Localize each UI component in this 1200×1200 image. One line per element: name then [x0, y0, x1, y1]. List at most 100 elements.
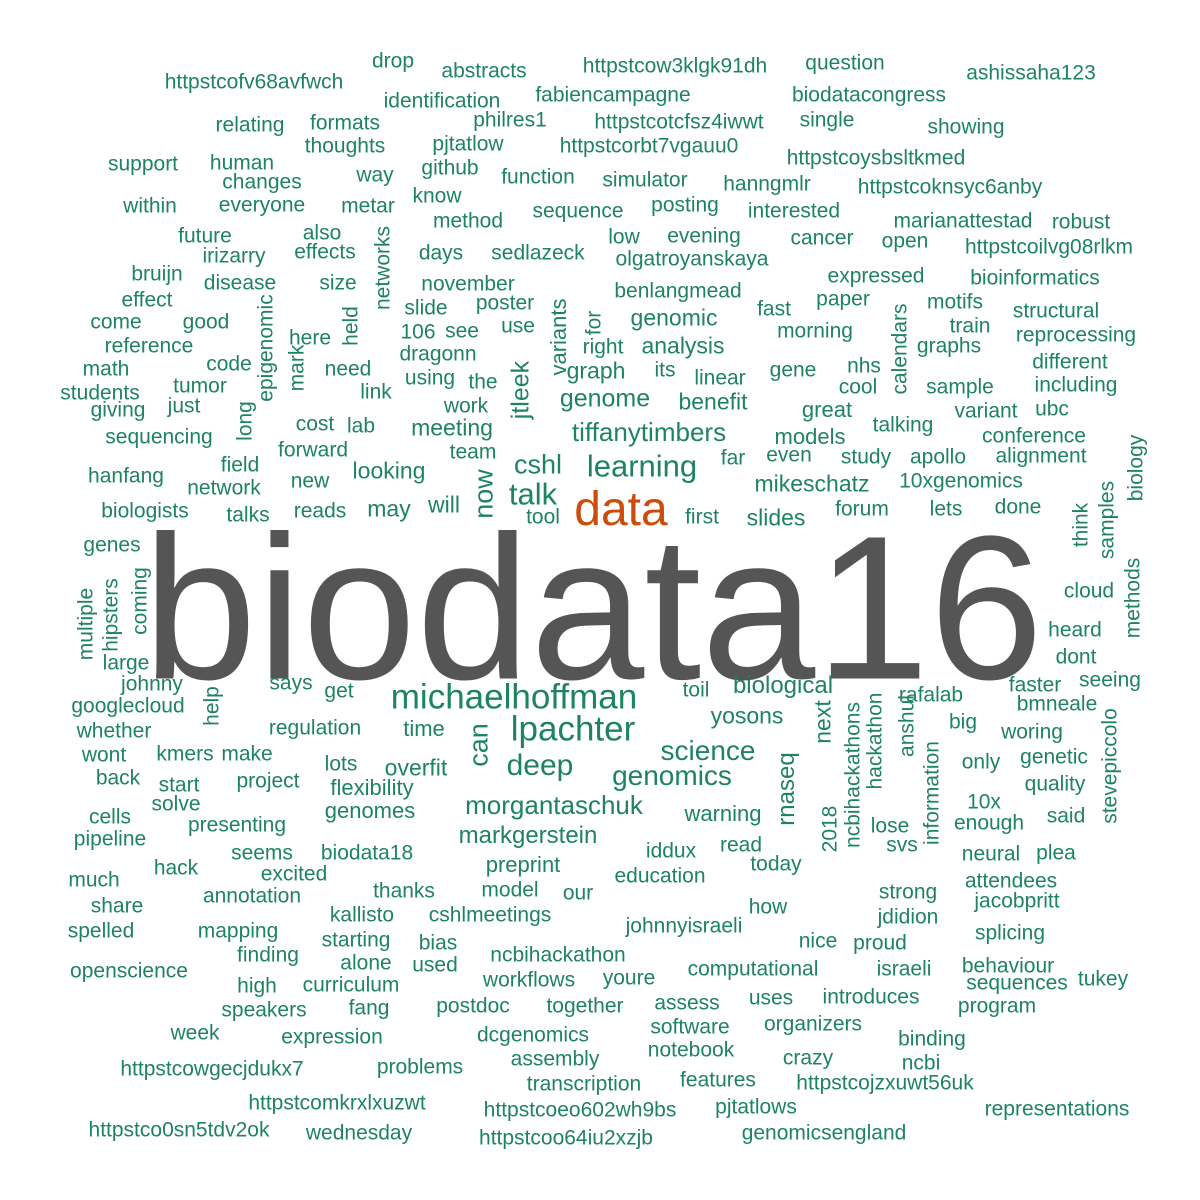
word-study: study: [841, 447, 891, 468]
word-deep: deep: [507, 751, 574, 781]
word-formats: formats: [310, 113, 380, 134]
word-data: data: [574, 486, 667, 534]
word-assembly: assembly: [511, 1049, 600, 1070]
word-alignment: alignment: [995, 446, 1086, 467]
word-future: future: [178, 226, 232, 247]
word-tumor: tumor: [173, 376, 227, 397]
word-johnny: johnny: [121, 674, 183, 695]
word-expression: expression: [281, 1027, 383, 1048]
word-apollo: apollo: [910, 447, 966, 468]
word-long: long: [235, 401, 256, 441]
word-relating: relating: [216, 115, 285, 136]
word-toil: toil: [683, 680, 710, 701]
word-benefit: benefit: [678, 391, 747, 414]
word-anshul: anshul: [897, 695, 918, 757]
word-expressed: expressed: [828, 266, 925, 287]
word-seeing: seeing: [1079, 670, 1141, 691]
word-httpstco0sn5tdv2ok: httpstco0sn5tdv2ok: [89, 1120, 270, 1141]
word-kallisto: kallisto: [330, 905, 394, 926]
word-splicing: splicing: [975, 923, 1045, 944]
word-stevepiccolo: stevepiccolo: [1100, 708, 1121, 824]
word-talks: talks: [226, 505, 269, 526]
word-model: model: [481, 880, 538, 901]
word-pjtatlows: pjtatlows: [715, 1097, 797, 1118]
word-new: new: [291, 471, 330, 492]
word-mikeschatz: mikeschatz: [754, 473, 869, 496]
word-curriculum: curriculum: [303, 975, 400, 996]
word-mapping: mapping: [198, 921, 279, 942]
word-fang: fang: [349, 998, 390, 1019]
word-simulator: simulator: [602, 170, 687, 191]
word-cost: cost: [296, 414, 335, 435]
word-nhs: nhs: [847, 356, 881, 377]
word-even: even: [766, 445, 812, 466]
word-israeli: israeli: [877, 959, 932, 980]
word-philres1: philres1: [473, 110, 547, 131]
word-sedlazeck: sedlazeck: [491, 243, 584, 264]
word-right: right: [583, 337, 624, 358]
word-seems: seems: [231, 843, 293, 864]
word-its: its: [655, 360, 676, 381]
word-changes: changes: [222, 172, 301, 193]
word-use: use: [501, 316, 535, 337]
word-rnaseq: rnaseq: [775, 752, 799, 825]
word-way: way: [356, 165, 393, 186]
word-plea: plea: [1036, 843, 1076, 864]
word-get: get: [324, 681, 353, 702]
word-wont: wont: [82, 745, 126, 766]
word-reads: reads: [294, 501, 347, 522]
word-multiple: multiple: [76, 588, 97, 660]
word-hackathon: hackathon: [865, 693, 886, 790]
word-structural: structural: [1013, 301, 1099, 322]
word-annotation: annotation: [203, 886, 301, 907]
word-analysis: analysis: [641, 335, 724, 358]
word-sequence: sequence: [532, 201, 623, 222]
word-bioinformatics: bioinformatics: [970, 268, 1100, 289]
word-representations: representations: [985, 1099, 1130, 1120]
word-fabiencampagne: fabiencampagne: [535, 85, 690, 106]
word-marianattestad: marianattestad: [894, 211, 1033, 232]
word-hanfang: hanfang: [88, 466, 164, 487]
word-learning: learning: [587, 451, 697, 482]
word-biologists: biologists: [101, 501, 189, 522]
word-variant: variant: [954, 401, 1017, 422]
word-team: team: [450, 442, 497, 463]
word-benlangmead: benlangmead: [614, 281, 741, 302]
word-hipsters: hipsters: [101, 578, 122, 652]
word-meeting: meeting: [411, 417, 493, 440]
word-assess: assess: [654, 993, 719, 1014]
word-see: see: [445, 321, 479, 342]
word-whether: whether: [77, 721, 152, 742]
word-neural: neural: [962, 844, 1020, 865]
word-says: says: [269, 673, 312, 694]
word-said: said: [1047, 806, 1086, 827]
word-httpstcoeo602wh9bs: httpstcoeo602wh9bs: [484, 1100, 677, 1121]
word-large: large: [103, 653, 150, 674]
word-much: much: [68, 870, 119, 891]
word-mark: mark: [287, 345, 308, 392]
word-preprint: preprint: [486, 854, 561, 876]
word-httpstcomkrxlxuzwt: httpstcomkrxlxuzwt: [248, 1093, 425, 1114]
word-lpachter: lpachter: [511, 712, 636, 747]
word-done: done: [995, 497, 1042, 518]
word-for: for: [584, 311, 605, 336]
word-support: support: [108, 154, 178, 175]
word-today: today: [750, 854, 801, 875]
word-googlecloud: googlecloud: [71, 696, 184, 717]
word-genetic: genetic: [1020, 747, 1088, 768]
word-may: may: [367, 498, 410, 521]
word-effect: effect: [122, 290, 173, 311]
word-sequences: sequences: [966, 973, 1068, 994]
word-hack: hack: [154, 858, 198, 879]
word-nice: nice: [799, 931, 838, 952]
word-johnnyisraeli: johnnyisraeli: [626, 916, 743, 937]
word-week: week: [170, 1023, 219, 1044]
word-can: can: [466, 723, 493, 767]
word-evening: evening: [667, 226, 741, 247]
word-disease: disease: [204, 273, 276, 294]
word-method: method: [433, 211, 503, 232]
word-youre: youre: [603, 968, 656, 989]
word-ncbi: ncbi: [902, 1053, 941, 1074]
word-reference: reference: [105, 336, 194, 357]
